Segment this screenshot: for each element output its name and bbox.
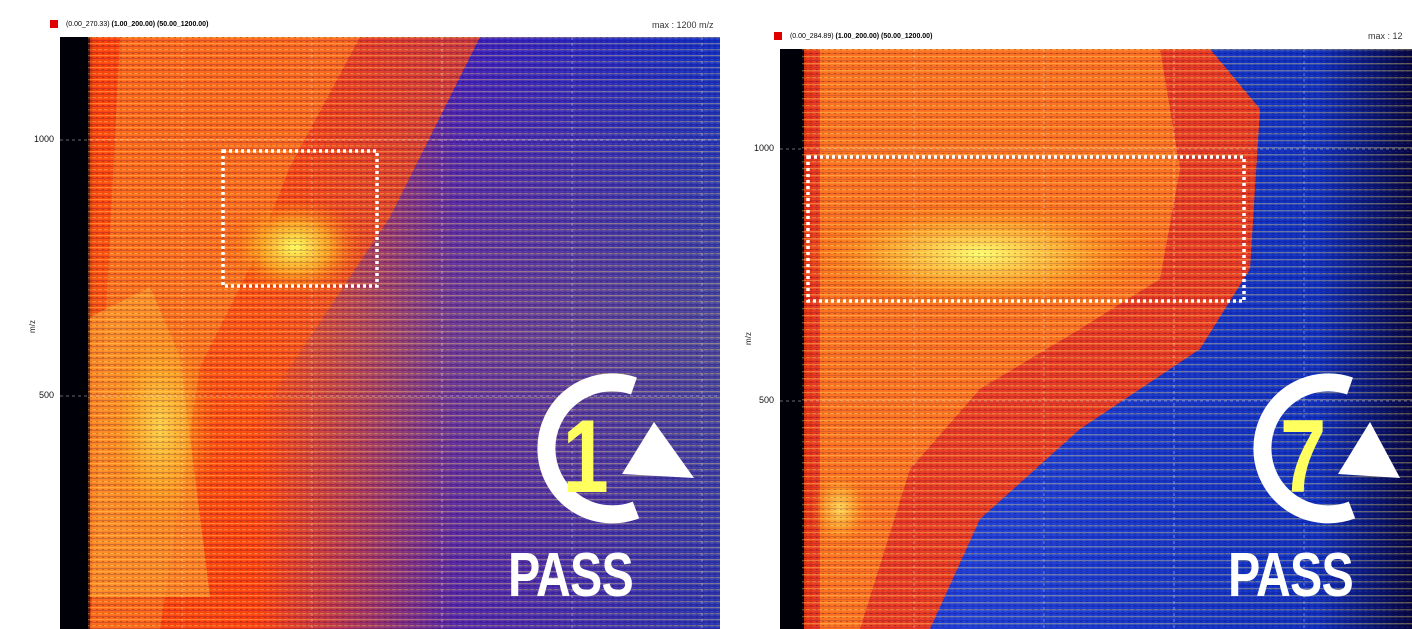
chart-header: (0.00_270.33) (1.00_200.00) (50.00_1200.… <box>50 20 208 28</box>
pass-label-7: PASS <box>1228 541 1354 610</box>
y-tick-1000: 1000 <box>33 134 54 144</box>
svg-text:7: 7 <box>1280 404 1326 504</box>
refresh-cycle-icon <box>537 373 694 524</box>
legend-swatch <box>50 20 58 28</box>
heatmap-plot-1 <box>60 37 720 629</box>
pass-number-1: 1 <box>562 404 608 504</box>
max-label: max : 1200 m/z <box>652 20 714 30</box>
refresh-cycle-icon <box>1253 373 1400 524</box>
pass-label-1: PASS <box>508 541 634 610</box>
legend-swatch <box>774 32 782 40</box>
header-params: (1.00_200.00) (50.00_1200.00) <box>835 32 933 40</box>
y-axis-label: m/z <box>743 332 753 345</box>
y-axis-label: m/z <box>27 320 37 333</box>
header-range: (0.00_284.89) <box>789 32 834 40</box>
y-tick-500: 500 <box>758 395 774 405</box>
max-label: max : 12 <box>1368 31 1403 41</box>
highlight-box <box>221 149 379 288</box>
y-tick-500: 500 <box>38 390 54 400</box>
heatmap-plot-2 <box>780 49 1412 629</box>
y-tick-1000: 1000 <box>753 143 774 153</box>
chart-header: (0.00_284.89) (1.00_200.00) (50.00_1200.… <box>774 32 932 40</box>
header-params: (1.00_200.00) (50.00_1200.00) <box>111 20 209 28</box>
chart-panel-1: (0.00_270.33) (1.00_200.00) (50.00_1200.… <box>27 20 720 629</box>
header-range: (0.00_270.33) <box>65 20 110 28</box>
pass-number-7: 7 <box>1280 404 1326 504</box>
highlight-box <box>806 155 1246 303</box>
svg-text:1: 1 <box>562 404 608 504</box>
chart-panel-2: (0.00_284.89) (1.00_200.00) (50.00_1200.… <box>732 0 1412 629</box>
